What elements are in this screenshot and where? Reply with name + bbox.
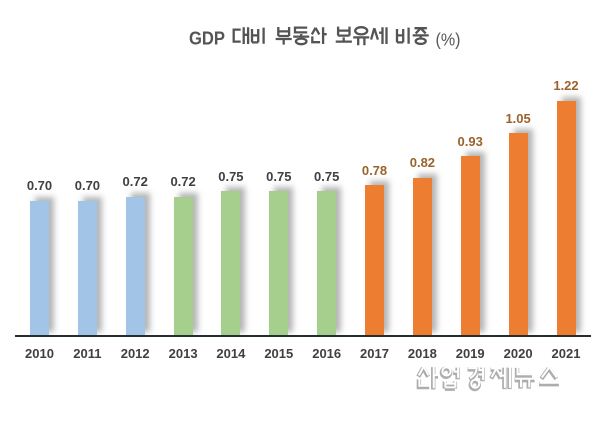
svg-text:GDP: GDP — [189, 29, 225, 49]
svg-text:(%): (%) — [436, 30, 461, 50]
